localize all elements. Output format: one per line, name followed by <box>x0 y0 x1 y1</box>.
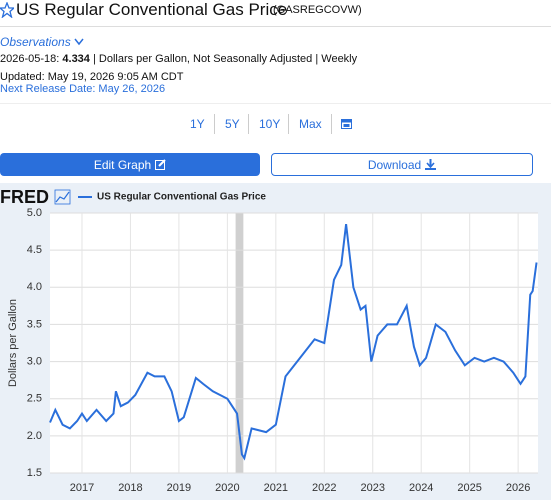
chevron <box>74 38 84 46</box>
page-title: US Regular Conventional Gas Price <box>16 0 288 19</box>
y-tick-label: 1.5 <box>27 467 42 479</box>
legend-label: US Regular Conventional Gas Price <box>97 192 266 203</box>
recession-shade <box>235 213 244 473</box>
y-tick-label: 2.0 <box>27 430 42 442</box>
x-tick-label: 2020 <box>215 482 239 494</box>
separator <box>288 114 289 134</box>
x-tick-label: 2018 <box>118 482 142 494</box>
divider <box>0 26 551 27</box>
star-icon[interactable] <box>0 2 14 18</box>
chart: FRED US Regular Conventional Gas Price D… <box>0 183 551 500</box>
x-tick-label: 2022 <box>312 482 336 494</box>
separator <box>331 114 332 134</box>
edit-graph-button[interactable]: Edit Graph <box>0 153 260 176</box>
next-release[interactable]: Next Release Date: May 26, 2026 <box>0 83 166 95</box>
calendar-icon[interactable] <box>341 118 352 129</box>
download-button[interactable]: Download <box>271 153 533 176</box>
download-icon <box>425 159 437 170</box>
y-tick-label: 3.0 <box>27 355 42 367</box>
obs-details: | Dollars per Gallon, Not Seasonally Adj… <box>92 53 358 65</box>
series-id: (GASREGCOVW) <box>273 4 362 16</box>
obs-value: 4.334 <box>62 53 90 65</box>
updated: Updated: May 19, 2026 9:05 AM CDT <box>0 71 184 83</box>
logo-icon-frame <box>54 189 71 205</box>
fred-logo: FRED <box>0 187 49 207</box>
y-tick-label: 4.0 <box>27 281 42 293</box>
logo-icon <box>55 191 70 203</box>
x-tick-label: 2024 <box>409 482 433 494</box>
x-tick-label: 2021 <box>264 482 288 494</box>
y-tick-label: 4.5 <box>27 244 42 256</box>
y-tick-label: 5.0 <box>27 207 42 219</box>
observations-link[interactable]: Observations <box>0 35 84 49</box>
range-button[interactable]: 5Y <box>225 117 240 131</box>
download-label[interactable]: Download <box>367 157 422 172</box>
x-tick-label: 2025 <box>457 482 481 494</box>
x-tick-label: 2019 <box>167 482 191 494</box>
x-tick-label: 2026 <box>506 482 530 494</box>
y-axis-label: Dollars per Gallon <box>7 299 19 387</box>
observations-text[interactable]: Observations <box>0 35 71 49</box>
range-button[interactable]: Max <box>299 117 322 131</box>
divider <box>0 103 551 104</box>
obs-date: 2026-05-18: <box>0 53 60 65</box>
separator <box>214 114 215 134</box>
range-button[interactable]: 10Y <box>259 117 281 131</box>
data-line <box>49 224 538 461</box>
x-tick-label: 2017 <box>70 482 94 494</box>
y-tick-label: 3.5 <box>27 318 42 330</box>
range-button[interactable]: 1Y <box>190 117 205 131</box>
x-tick-label: 2023 <box>361 482 385 494</box>
plot-area <box>50 213 538 473</box>
y-tick-label: 2.5 <box>27 393 42 405</box>
separator <box>248 114 249 134</box>
observation-line: 2026-05-18: 4.334 | Dollars per Gallon, … <box>0 53 357 65</box>
edit-icon <box>155 159 166 170</box>
edit-label[interactable]: Edit Graph <box>93 157 152 172</box>
